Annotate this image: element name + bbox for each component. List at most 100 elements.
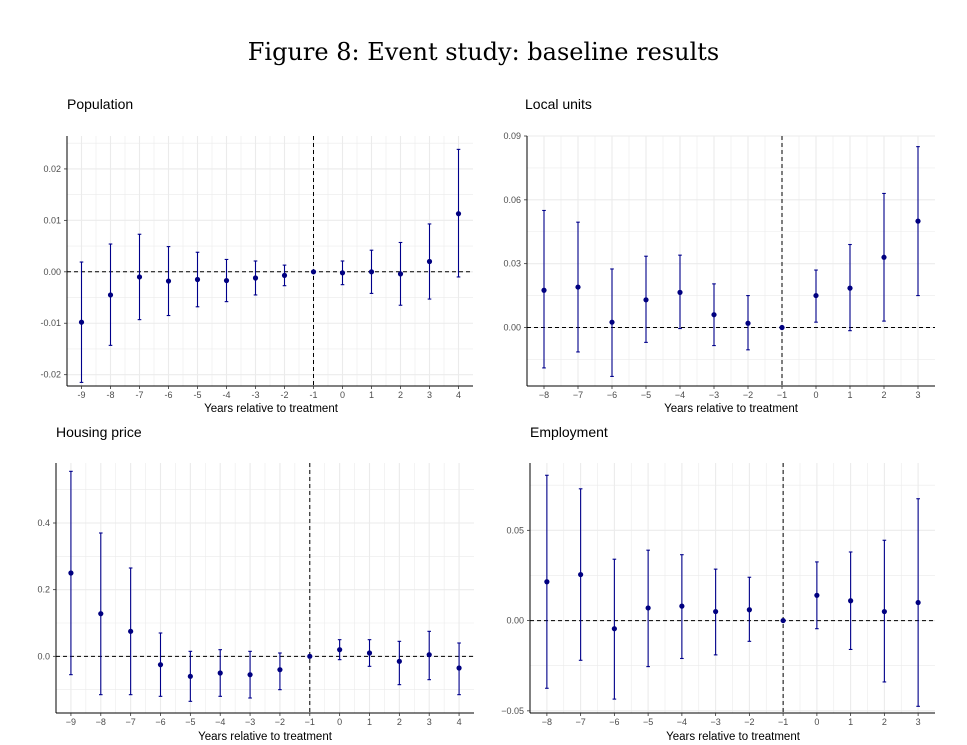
data-point [247, 672, 253, 678]
x-tick-label: -5 [193, 390, 201, 400]
x-tick-label: -9 [77, 390, 85, 400]
panel-employment: −8 −7 −6 −5 −4 −3 −2 −1 0 1 2 3 −0.05 0.00 0.05 Employm… [501, 424, 935, 743]
data-point [679, 603, 685, 609]
x-tick-label: 0 [813, 390, 818, 400]
x-tick-label: −3 [710, 717, 720, 727]
data-point [455, 211, 462, 217]
x-tick-label: 3 [427, 717, 432, 727]
y-tick-label: 0.4 [37, 518, 50, 528]
x-tick-label: 1 [847, 390, 852, 400]
y-tick-label: 0.09 [503, 131, 521, 141]
data-point [397, 271, 404, 277]
x-axis-label: Years relative to treatment [664, 403, 799, 415]
data-point [366, 650, 373, 656]
x-tick-label: −8 [542, 717, 552, 727]
x-tick-label: −2 [275, 717, 285, 727]
data-point [847, 285, 853, 291]
data-point [187, 673, 193, 679]
data-point [223, 277, 230, 284]
data-point [194, 276, 201, 283]
x-tick-label: -7 [135, 390, 143, 400]
x-tick-label: −5 [185, 717, 195, 727]
x-tick-label: −5 [641, 390, 651, 400]
x-tick-label: −1 [778, 717, 788, 727]
x-tick-label: −2 [743, 390, 753, 400]
x-tick-label: 1 [369, 390, 374, 400]
y-tick-label: 0.03 [503, 259, 521, 269]
y-tick-label: 0.01 [43, 215, 61, 225]
x-tick-label: −3 [709, 390, 719, 400]
x-tick-label: −6 [609, 717, 619, 727]
data-point [128, 628, 134, 634]
data-point [779, 324, 785, 331]
x-tick-label: −6 [607, 390, 617, 400]
x-tick-label: -8 [106, 390, 114, 400]
x-tick-label: 2 [881, 390, 886, 400]
x-tick-label: 0 [814, 717, 819, 727]
data-point [544, 579, 550, 585]
y-tick-label: -0.02 [40, 370, 61, 380]
data-point [136, 274, 143, 280]
x-tick-label: −7 [126, 717, 136, 727]
y-tick-label: 0.05 [506, 525, 524, 535]
data-point [426, 258, 433, 265]
data-point [217, 670, 223, 676]
panel-title-housing-price: Housing price [56, 424, 142, 440]
x-tick-label: −2 [744, 717, 754, 727]
data-point [848, 598, 854, 604]
data-point [339, 270, 346, 276]
data-point [915, 599, 921, 606]
y-tick-label: 0.2 [37, 585, 50, 595]
data-point [881, 254, 887, 260]
data-point [611, 626, 617, 632]
data-point [746, 607, 752, 613]
x-tick-label: -6 [164, 390, 172, 400]
data-point [609, 319, 615, 325]
panel-housing-price: −9 −8 −7 −6 −5 −4 −3 −2 −1 0 1 2 3 4 0.0 0.2 0.4 Housing … [37, 424, 474, 743]
x-tick-label: 3 [916, 717, 921, 727]
x-tick-label: -4 [222, 390, 230, 400]
x-tick-label: -1 [309, 390, 317, 400]
x-tick-label: −8 [96, 717, 106, 727]
x-tick-label: 2 [398, 390, 403, 400]
data-point [281, 272, 288, 279]
data-point [157, 662, 164, 668]
y-tick-label: 0.06 [503, 195, 521, 205]
x-tick-label: 3 [427, 390, 432, 400]
x-tick-label: -3 [251, 390, 259, 400]
data-point [337, 647, 343, 653]
data-point [307, 653, 313, 659]
x-tick-label: 1 [367, 717, 372, 727]
data-point [107, 292, 114, 298]
x-tick-label: −4 [677, 717, 687, 727]
x-tick-label: −3 [245, 717, 255, 727]
data-point [713, 608, 719, 615]
x-tick-label: 3 [915, 390, 920, 400]
x-tick-label: −8 [539, 390, 549, 400]
y-tick-label: -0.01 [40, 318, 61, 328]
data-point [68, 570, 74, 576]
panel-title-population: Population [67, 96, 133, 112]
x-tick-label: 2 [882, 717, 887, 727]
x-tick-label: −7 [573, 390, 583, 400]
x-tick-label: −7 [575, 717, 585, 727]
data-point [165, 278, 172, 284]
data-point [78, 319, 85, 325]
x-tick-label: −6 [155, 717, 165, 727]
x-tick-label: 4 [456, 390, 461, 400]
data-point [310, 269, 317, 275]
x-tick-label: −4 [675, 390, 685, 400]
data-point [745, 320, 751, 326]
data-point [575, 284, 581, 290]
y-tick-label: 0.00 [503, 322, 521, 332]
data-point [643, 297, 649, 303]
x-axis-label: Years relative to treatment [204, 403, 339, 415]
x-tick-label: 0 [337, 717, 342, 727]
data-point [98, 611, 104, 617]
panel-population: -9 -8 -7 -6 -5 -4 -3 -2 -1 0 1 2 3 4 -0.02 -0.01 0.00 0.0… [40, 96, 473, 415]
panel-title-employment: Employment [530, 424, 608, 440]
figure-title: Figure 8: Event study: baseline results [247, 38, 720, 66]
x-tick-label: −4 [215, 717, 225, 727]
data-point [915, 218, 921, 224]
x-tick-label: 1 [848, 717, 853, 727]
